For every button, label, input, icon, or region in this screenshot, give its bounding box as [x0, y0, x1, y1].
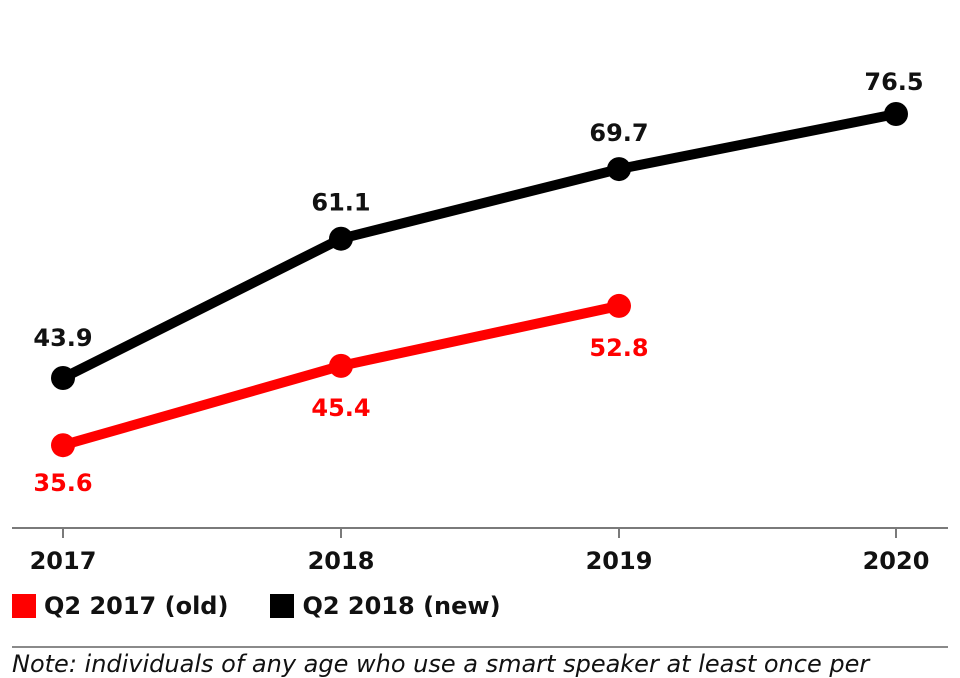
legend-swatch-old [12, 594, 36, 618]
data-label: 61.1 [311, 189, 370, 217]
x-tick-label: 2018 [308, 547, 375, 575]
data-label: 76.5 [864, 68, 923, 96]
data-label: 52.8 [589, 334, 648, 362]
data-point [884, 102, 908, 126]
data-point [329, 226, 353, 251]
data-label: 45.4 [311, 394, 370, 422]
legend-label-new: Q2 2018 (new) [302, 592, 501, 620]
divider [12, 646, 948, 648]
legend-item-new: Q2 2018 (new) [270, 592, 501, 620]
legend-item-old: Q2 2017 (old) [12, 592, 228, 620]
legend: Q2 2017 (old) Q2 2018 (new) [12, 592, 501, 620]
chart-note: Note: individuals of any age who use a s… [12, 650, 870, 678]
data-point [607, 293, 631, 318]
data-point [51, 366, 75, 390]
data-label: 43.9 [33, 324, 92, 352]
x-tick-label: 2017 [30, 547, 97, 575]
legend-label-old: Q2 2017 (old) [44, 592, 229, 620]
x-tick-label: 2020 [863, 547, 930, 575]
legend-swatch-new [270, 594, 295, 618]
data-point [51, 433, 75, 458]
line-chart: 2017 2018 2019 2020 35.6 45.4 52.8 43.9 61.1 69.7… [12, 68, 948, 575]
data-label: 69.7 [589, 119, 648, 147]
data-point [329, 353, 353, 378]
data-point [607, 157, 631, 182]
series-line [58, 109, 901, 383]
x-tick-label: 2019 [586, 547, 653, 575]
data-label: 35.6 [33, 469, 92, 497]
